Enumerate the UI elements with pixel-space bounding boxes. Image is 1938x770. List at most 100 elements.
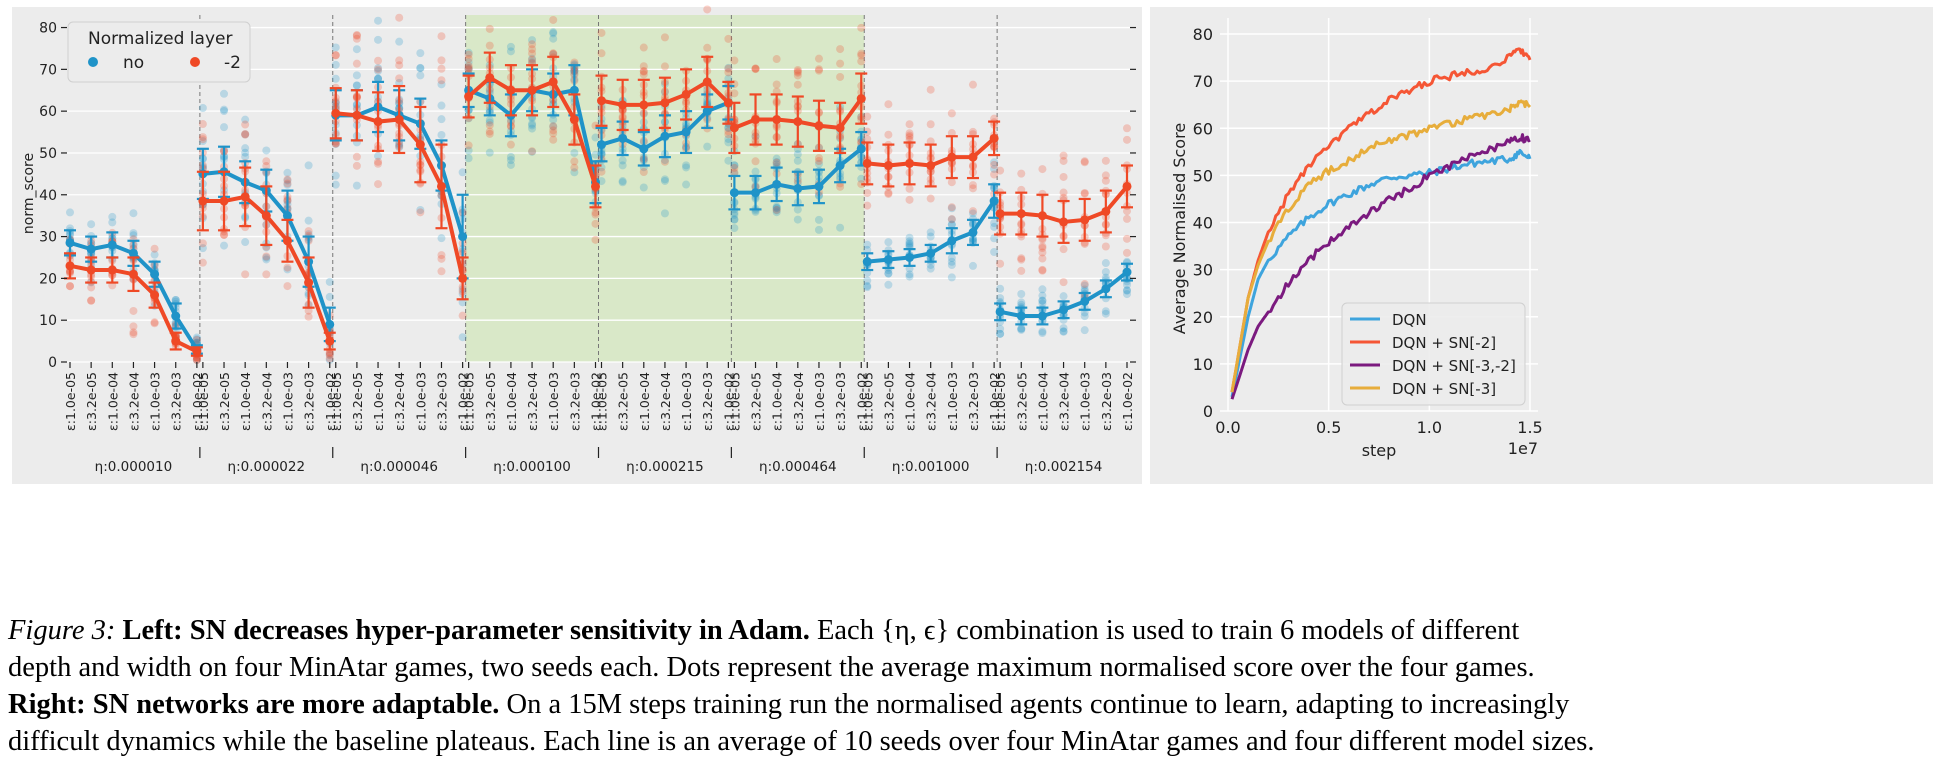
sample-dot (220, 241, 229, 250)
sample-dot (352, 45, 361, 54)
x-tick-label: ε:1.0e-03 (148, 372, 163, 431)
sample-dot (1101, 242, 1110, 251)
sample-dot (703, 5, 712, 14)
sample-dot (751, 157, 760, 166)
sample-dot (549, 29, 558, 38)
y-tick-label: 30 (39, 230, 57, 246)
left-chart-series (64, 51, 1133, 357)
sample-dot (464, 61, 473, 70)
sample-dot (241, 129, 250, 138)
sample-dot (1017, 324, 1026, 333)
sample-dot (1080, 157, 1089, 166)
sample-dot (863, 240, 872, 249)
sample-dot (793, 67, 802, 76)
sample-dot (464, 154, 473, 163)
sample-dot (1038, 299, 1047, 308)
legend-box (67, 21, 251, 83)
sample-dot (1017, 254, 1026, 263)
sample-dot (639, 62, 648, 71)
x-tick-label: ε:3.2e-05 (483, 372, 498, 431)
mean-point (1016, 311, 1026, 321)
sample-dot (724, 130, 733, 139)
mean-point (65, 238, 75, 248)
sample-dot (591, 150, 600, 159)
sample-dot (968, 207, 977, 216)
sample-dot (730, 56, 739, 65)
sample-dot (485, 121, 494, 130)
sample-dot (751, 64, 760, 73)
sample-dot (374, 16, 383, 25)
mean-point (835, 123, 845, 133)
mean-point (856, 94, 866, 104)
mean-point (107, 265, 117, 275)
sample-dot (395, 37, 404, 46)
sample-dot (947, 273, 956, 282)
sample-dot (836, 72, 845, 81)
x-tick-label: ε:1.0e-05 (63, 372, 78, 431)
right-y-tick-label: 50 (1193, 166, 1213, 185)
sample-dot (464, 54, 473, 63)
mean-point (968, 152, 978, 162)
x-tick-label: ε:3.2e-05 (616, 372, 631, 431)
sample-dot (996, 284, 1005, 293)
mean-point (128, 269, 138, 279)
sample-dot (1101, 259, 1110, 268)
sample-dot (416, 49, 425, 58)
sample-dot (129, 328, 138, 337)
mean-point (464, 92, 474, 102)
sample-dot (857, 174, 866, 183)
sample-dot (730, 161, 739, 170)
sample-dot (1038, 244, 1047, 253)
sample-dot (863, 188, 872, 197)
group-label: η:0.001000 (892, 459, 970, 475)
y-tick-label: 80 (39, 21, 57, 37)
mean-point (926, 161, 936, 171)
sample-dot (947, 220, 956, 229)
sample-dot (549, 129, 558, 138)
sample-dot (772, 202, 781, 211)
sample-dot (437, 267, 446, 276)
x-tick-label: ε:1.0e-02 (456, 372, 471, 431)
sample-dot (220, 89, 229, 98)
sample-dot (1038, 248, 1047, 257)
sample-dot (528, 49, 537, 58)
mean-point (282, 236, 292, 246)
sample-dot (1059, 193, 1068, 202)
sample-dot (549, 34, 558, 43)
sample-dot (814, 215, 823, 224)
sample-dot (1038, 242, 1047, 251)
sample-dot (751, 167, 760, 176)
sample-dot (1017, 324, 1026, 333)
sample-dot (241, 152, 250, 161)
sample-dot (325, 292, 334, 301)
sample-dot (814, 54, 823, 63)
sample-dot (836, 59, 845, 68)
sample-dot (171, 295, 180, 304)
sample-dot (262, 162, 271, 171)
sample-dot (990, 158, 999, 167)
sample-dot (506, 47, 515, 56)
sample-dot (220, 230, 229, 239)
x-tick-label: ε:1.0e-03 (945, 372, 960, 431)
sample-dot (262, 255, 271, 264)
sample-dot (1017, 169, 1026, 178)
sample-dot (528, 40, 537, 49)
sample-dot (990, 248, 999, 257)
sample-dot (1038, 327, 1047, 336)
x-tick-label: ε:3.2e-05 (350, 372, 365, 431)
x-tick-label: ε:1.0e-03 (546, 372, 561, 431)
sample-dot (926, 137, 935, 146)
x-tick-label: ε:3.2e-04 (1057, 372, 1072, 431)
sample-dot (682, 180, 691, 189)
sample-dot (528, 121, 537, 130)
caption-left-text-a: Each {η, ϵ} combination is used to train… (809, 615, 1520, 646)
mean-point (702, 77, 712, 87)
sample-dot (192, 355, 201, 364)
y-tick-label: 70 (39, 62, 57, 78)
mean-point (198, 196, 208, 206)
sample-dot (660, 33, 669, 42)
sample-dot (751, 65, 760, 74)
sample-dot (150, 250, 159, 259)
sample-dot (1017, 325, 1026, 334)
sample-dot (1101, 176, 1110, 185)
